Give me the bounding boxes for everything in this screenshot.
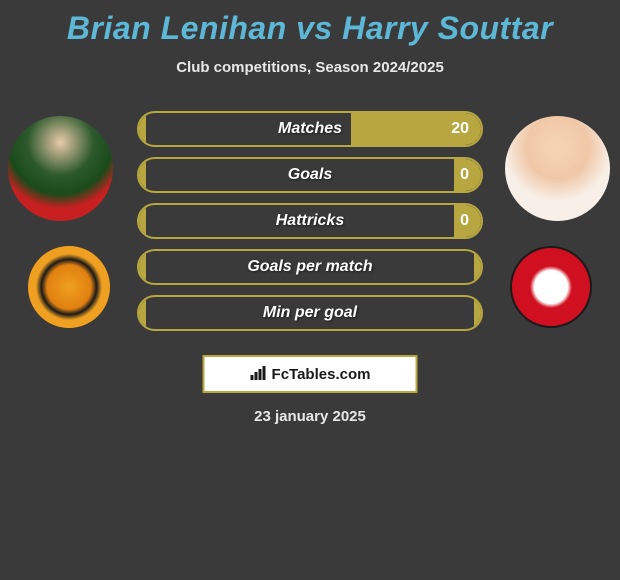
player-left-avatar bbox=[8, 116, 113, 221]
stat-row-goals-per-match: Goals per match bbox=[137, 249, 483, 285]
stat-row-matches: Matches 20 bbox=[137, 111, 483, 147]
stat-label: Goals bbox=[139, 159, 481, 191]
player-right-avatar bbox=[505, 116, 610, 221]
stats-container: Matches 20 Goals 0 Hattricks 0 Goals per… bbox=[137, 111, 483, 341]
stat-label: Hattricks bbox=[139, 205, 481, 237]
stat-row-min-per-goal: Min per goal bbox=[137, 295, 483, 331]
page-title: Brian Lenihan vs Harry Souttar bbox=[0, 0, 620, 47]
attribution-box: FcTables.com bbox=[203, 355, 418, 393]
stat-row-hattricks: Hattricks 0 bbox=[137, 203, 483, 239]
stat-label: Matches bbox=[139, 113, 481, 145]
stat-value-right: 0 bbox=[460, 205, 469, 237]
stat-row-goals: Goals 0 bbox=[137, 157, 483, 193]
club-right-badge bbox=[510, 246, 592, 328]
attribution-text: FcTables.com bbox=[272, 366, 371, 383]
club-left-badge bbox=[28, 246, 110, 328]
stat-label: Goals per match bbox=[139, 251, 481, 283]
stat-label: Min per goal bbox=[139, 297, 481, 329]
stat-value-right: 20 bbox=[451, 113, 469, 145]
comparison-area: Matches 20 Goals 0 Hattricks 0 Goals per… bbox=[0, 111, 620, 361]
date-text: 23 january 2025 bbox=[0, 408, 620, 425]
stat-value-right: 0 bbox=[460, 159, 469, 191]
subtitle: Club competitions, Season 2024/2025 bbox=[0, 59, 620, 76]
chart-icon bbox=[250, 366, 268, 383]
